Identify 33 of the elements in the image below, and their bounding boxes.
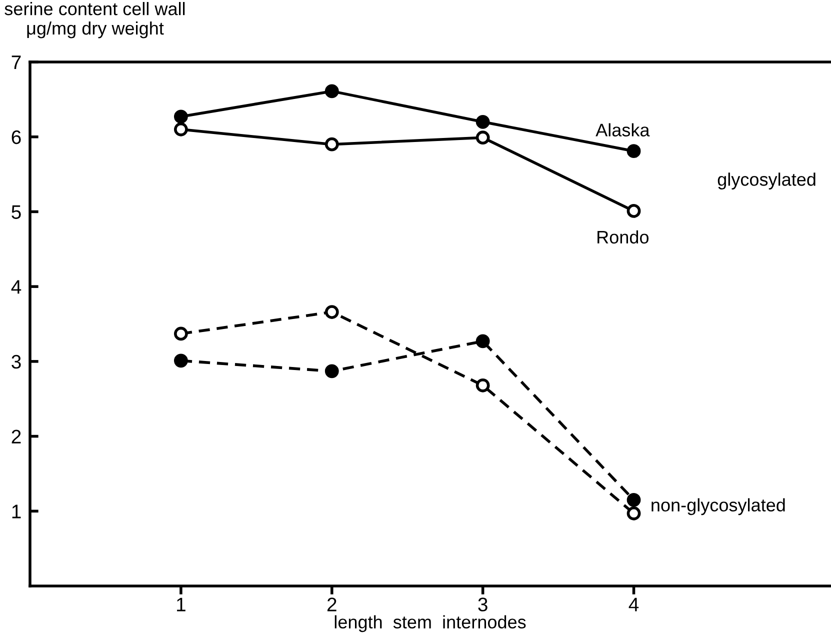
point bbox=[324, 364, 339, 378]
x-tick-label: 4 bbox=[628, 598, 639, 612]
point bbox=[626, 144, 641, 158]
point bbox=[476, 378, 490, 392]
point bbox=[174, 354, 188, 368]
annotation: glycosylated bbox=[718, 172, 816, 190]
x-tick-label: 3 bbox=[478, 598, 488, 612]
point bbox=[324, 84, 339, 98]
y-tick-label: 3 bbox=[12, 354, 21, 369]
y-tick-label: 7 bbox=[12, 56, 21, 70]
x-tick-label: 2 bbox=[327, 598, 336, 612]
point bbox=[174, 122, 188, 136]
y-tick-label: 5 bbox=[12, 205, 21, 219]
y-tick-label: 2 bbox=[12, 430, 21, 444]
point bbox=[174, 326, 188, 341]
y-axis-title: serine content cell wall μg/mg dry weight bbox=[4, 2, 185, 38]
x-tick-label: 1 bbox=[177, 598, 186, 612]
point bbox=[626, 204, 641, 218]
y-tick-label: 6 bbox=[12, 130, 21, 144]
point bbox=[324, 305, 339, 319]
point bbox=[476, 334, 490, 348]
series-label: Alaska bbox=[596, 123, 650, 136]
point bbox=[324, 137, 339, 152]
annotation: non-glycosylated bbox=[652, 498, 785, 516]
point bbox=[476, 130, 490, 145]
x-axis-title: length stem internodes bbox=[334, 615, 526, 632]
series-label: Rondo bbox=[598, 230, 649, 244]
point bbox=[626, 492, 641, 507]
y-tick-label: 1 bbox=[12, 504, 21, 518]
point bbox=[626, 506, 641, 520]
y-tick-label: 4 bbox=[11, 280, 22, 294]
point bbox=[174, 110, 188, 124]
point bbox=[476, 114, 490, 129]
